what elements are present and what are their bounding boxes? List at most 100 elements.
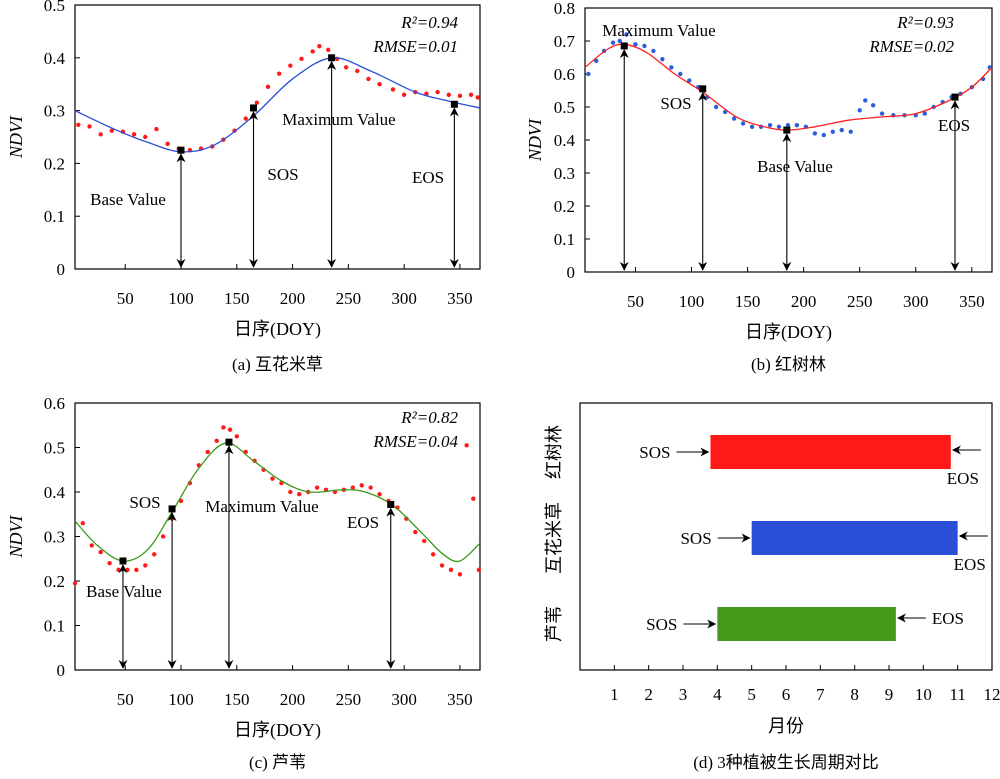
data-point [678, 71, 683, 77]
marker-label: Base Value [90, 190, 166, 209]
y-tick-label: 0.5 [554, 98, 575, 117]
marker-label: Base Value [86, 582, 162, 601]
marker-square [951, 93, 959, 101]
x-tick-label: 3 [679, 685, 688, 704]
eos-label: EOS [954, 555, 986, 574]
x-tick-label: 6 [782, 685, 791, 704]
data-point [401, 92, 407, 97]
fit-curve [74, 57, 481, 153]
marker-square [250, 104, 258, 112]
marker-square [450, 100, 458, 108]
x-tick-label: 5 [747, 685, 756, 704]
data-point [377, 82, 382, 87]
x-tick-label: 350 [447, 289, 473, 308]
data-point [72, 581, 78, 586]
x-tick-label: 300 [903, 292, 929, 311]
data-point [343, 65, 349, 70]
fit-curve [74, 442, 481, 563]
marker-label: EOS [938, 116, 970, 135]
data-point [227, 427, 233, 432]
data-point [821, 132, 827, 138]
data-point [390, 87, 396, 92]
eos-label: EOS [947, 469, 979, 488]
y-axis-label: NDVI [6, 515, 26, 559]
data-point [299, 56, 304, 62]
data-point [288, 63, 293, 68]
panel-caption: (c) 芦苇 [249, 753, 306, 772]
y-tick-label: 0.6 [554, 65, 575, 84]
data-point [651, 48, 656, 54]
y-tick-label: 0.2 [44, 572, 65, 591]
x-tick-label: 50 [117, 289, 134, 308]
data-point [767, 122, 773, 128]
x-tick-label: 200 [280, 289, 306, 308]
data-point [107, 561, 112, 566]
x-tick-label: 300 [391, 690, 417, 709]
data-point [377, 492, 382, 497]
x-tick-label: 50 [117, 690, 134, 709]
rmse-label: RMSE=0.04 [372, 432, 458, 451]
marker-label: Maximum Value [282, 110, 395, 129]
data-point [830, 129, 835, 134]
data-point [464, 443, 469, 448]
y-tick-label: 0.3 [44, 102, 65, 121]
marker-label: SOS [660, 94, 691, 113]
marker-label: EOS [347, 513, 379, 532]
y-tick-label: 0.5 [44, 439, 65, 458]
marker-label: SOS [267, 165, 298, 184]
panel-caption: (a) 互花米草 [232, 355, 323, 374]
x-tick-label: 200 [280, 690, 306, 709]
x-tick-label: 9 [885, 685, 894, 704]
data-point [131, 132, 137, 137]
data-point [922, 111, 927, 116]
data-point [288, 489, 293, 495]
marker-label: SOS [129, 493, 160, 512]
data-point [221, 425, 226, 430]
eos-label: EOS [932, 609, 964, 628]
y-tick-label: 0.5 [44, 0, 65, 15]
data-point [749, 124, 755, 129]
y-axis-label: NDVI [525, 118, 545, 162]
y-tick-label: 0.6 [44, 394, 65, 413]
y-tick-label: 0.4 [44, 49, 66, 68]
data-point [475, 95, 480, 100]
sos-label: SOS [639, 443, 670, 462]
x-tick-label: 1 [610, 685, 619, 704]
data-point [669, 65, 674, 70]
x-axis-label: 月份 [768, 716, 804, 736]
data-point [317, 43, 322, 49]
data-point [422, 538, 427, 544]
x-tick-label: 250 [336, 690, 362, 709]
data-point [413, 529, 418, 535]
data-point [116, 567, 121, 573]
data-point [314, 485, 320, 490]
x-tick-label: 300 [391, 289, 417, 308]
y-tick-label: 0.1 [554, 230, 575, 249]
x-tick-label: 8 [850, 685, 859, 704]
marker-square [168, 505, 176, 513]
data-point [624, 32, 629, 37]
data-point [435, 89, 440, 95]
data-point [870, 103, 876, 108]
marker-square [225, 438, 233, 446]
data-point [610, 40, 616, 45]
data-point [430, 552, 436, 557]
marker-square [620, 42, 628, 50]
x-tick-label: 250 [847, 292, 873, 311]
data-point [617, 38, 622, 44]
x-tick-label: 150 [735, 292, 761, 311]
data-point [642, 43, 647, 49]
data-point [143, 134, 148, 140]
x-tick-label: 200 [791, 292, 817, 311]
marker-square [328, 54, 336, 62]
data-point [310, 49, 315, 54]
x-axis-label: 日序(DOY) [745, 322, 832, 343]
x-tick-label: 150 [224, 690, 250, 709]
data-point [476, 567, 482, 573]
data-point [586, 71, 591, 77]
data-point [152, 552, 157, 557]
marker-square [119, 557, 127, 565]
data-point [205, 449, 210, 455]
data-point [276, 71, 282, 76]
x-tick-label: 50 [627, 292, 644, 311]
